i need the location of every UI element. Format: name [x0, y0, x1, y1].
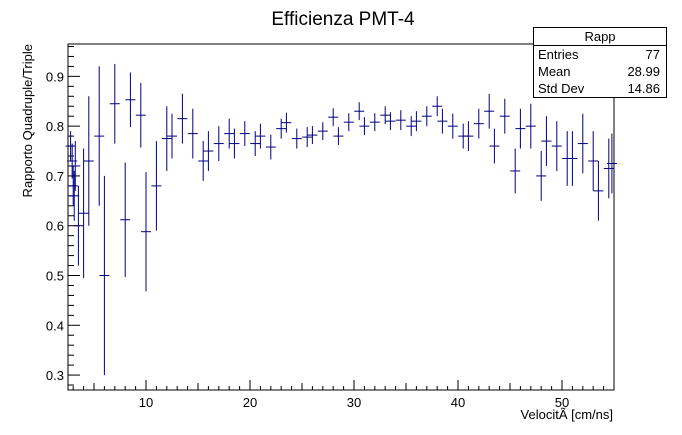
data-point — [606, 133, 617, 194]
x-tick-label: 50 — [555, 395, 569, 410]
stats-box: Rapp Entries 77 Mean 28.99 Std Dev 14.86 — [533, 27, 667, 98]
x-tick-label: 40 — [451, 395, 465, 410]
chart-title: Efficienza PMT-4 — [271, 9, 415, 30]
data-point — [68, 165, 79, 206]
y-tick-label: 0.6 — [46, 219, 64, 234]
data-point — [406, 116, 417, 137]
stats-value: 77 — [645, 47, 660, 62]
x-tick-label: 20 — [243, 395, 257, 410]
data-point — [109, 63, 120, 144]
data-point — [473, 108, 484, 139]
data-point — [328, 108, 339, 127]
data-point — [307, 126, 318, 145]
data-point — [187, 108, 198, 159]
stats-value: 28.99 — [627, 64, 660, 79]
data-point — [484, 93, 495, 129]
data-point — [343, 113, 354, 132]
stats-box-title: Rapp — [534, 28, 666, 46]
data-point — [499, 98, 510, 134]
x-axis-label: VelocitÃ [cm/ns] — [521, 407, 613, 422]
data-point — [141, 171, 151, 292]
data-point — [69, 170, 80, 221]
x-axis-ticks: 10 20 30 40 50 — [72, 380, 615, 410]
data-point — [567, 131, 578, 186]
data-point — [489, 128, 500, 164]
data-point — [94, 66, 105, 206]
data-point — [510, 148, 521, 194]
data-point — [515, 108, 526, 149]
stats-label: Mean — [538, 64, 571, 79]
y-tick-label: 0.4 — [46, 318, 64, 333]
data-point — [151, 141, 162, 231]
data-point — [385, 112, 396, 131]
data-point — [125, 72, 136, 128]
data-point — [369, 113, 380, 132]
data-point — [411, 111, 422, 132]
data-point — [78, 148, 89, 278]
data-point — [463, 121, 474, 152]
y-tick-label: 0.5 — [46, 268, 64, 283]
data-point — [255, 123, 266, 149]
data-point — [73, 185, 84, 266]
data-point — [135, 82, 146, 148]
data-point — [198, 141, 209, 181]
data-point — [229, 128, 240, 159]
data-point — [281, 112, 292, 133]
data-point — [317, 122, 328, 141]
data-point — [525, 103, 536, 149]
data-point — [541, 116, 552, 166]
data-point — [447, 113, 458, 139]
data-point — [203, 131, 214, 171]
stats-row-stddev: Std Dev 14.86 — [534, 80, 666, 97]
y-axis-label: Rapporto Quadruple/Triple — [20, 44, 35, 197]
data-point — [437, 108, 448, 134]
data-point — [395, 110, 406, 131]
data-point — [213, 126, 224, 161]
data-point — [577, 113, 588, 174]
y-tick-label: 0.8 — [46, 119, 64, 134]
y-tick-label: 0.9 — [46, 69, 64, 84]
data-point — [65, 131, 76, 161]
data-point — [167, 113, 177, 159]
data-point — [239, 121, 250, 147]
data-point — [177, 93, 188, 144]
data-point — [265, 134, 276, 160]
x-tick-label: 10 — [139, 395, 153, 410]
data-point — [588, 131, 599, 191]
data-point — [250, 131, 261, 157]
data-point — [99, 175, 110, 376]
data-point — [83, 96, 94, 226]
stats-value: 14.86 — [627, 81, 660, 96]
data-point — [276, 118, 287, 139]
data-point — [359, 117, 370, 136]
data-points — [65, 63, 617, 376]
y-tick-label: 0.3 — [46, 368, 64, 383]
data-point — [291, 128, 302, 149]
data-point — [161, 106, 172, 171]
data-point — [302, 127, 313, 148]
data-point — [593, 160, 604, 221]
data-point — [536, 151, 547, 201]
x-tick-label: 30 — [347, 395, 361, 410]
data-point — [421, 106, 432, 127]
data-point — [224, 118, 235, 149]
data-point — [551, 121, 562, 171]
y-axis-ticks: 0.3 0.4 0.5 0.6 0.7 0.8 0.9 — [46, 45, 80, 386]
stats-label: Std Dev — [538, 81, 585, 96]
stats-row-entries: Entries 77 — [534, 46, 666, 63]
data-point — [70, 141, 81, 191]
plot-frame — [67, 43, 615, 391]
stats-label: Entries — [538, 47, 579, 62]
data-point — [380, 106, 391, 125]
data-point — [432, 96, 443, 117]
data-point — [333, 127, 344, 146]
stats-row-mean: Mean 28.99 — [534, 63, 666, 80]
data-point — [120, 162, 131, 277]
data-point — [354, 102, 365, 121]
y-tick-label: 0.7 — [46, 169, 64, 184]
